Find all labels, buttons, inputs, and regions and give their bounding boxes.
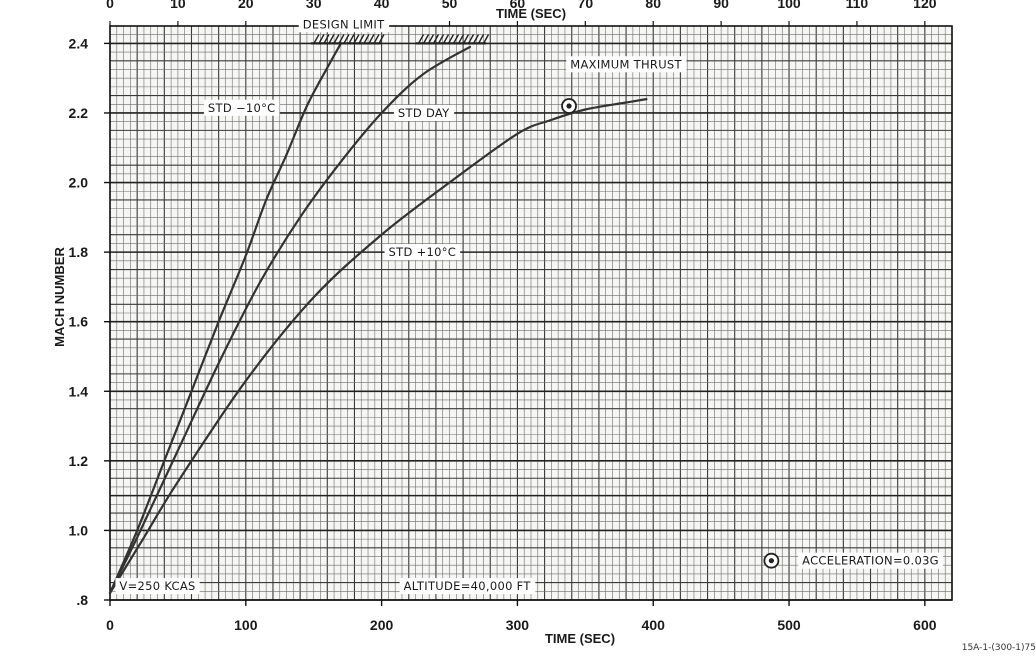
- x-tick-label-top: 60: [510, 0, 526, 11]
- design-limit-hatch: [313, 34, 320, 44]
- figure-id: 15A-1-(300-1)75: [962, 643, 1036, 653]
- x-tick-label-top: 20: [238, 0, 254, 11]
- design-limit-hatch: [363, 34, 370, 44]
- design-limit-hatch: [472, 34, 480, 44]
- design-limit-hatch: [457, 34, 465, 44]
- std-plus10-label-box: [384, 244, 461, 261]
- y-tick-label: 1.8: [69, 244, 89, 260]
- design-limit-hatch: [343, 34, 350, 44]
- design-limit-hatch: [442, 34, 450, 44]
- x-tick-label-bottom: 400: [642, 617, 666, 633]
- y-axis-title: MACH NUMBER: [52, 247, 67, 347]
- x-tick-label-top: 50: [442, 0, 458, 11]
- maximum-thrust-point-dot: [566, 103, 572, 109]
- design-limit-hatch: [467, 34, 475, 44]
- acceleration-label-text: ACCELERATION=0.03G: [802, 554, 939, 568]
- design-limit-label-box: [298, 16, 390, 33]
- design-limit-hatch: [373, 34, 380, 44]
- x-tick-label-bottom: 300: [506, 617, 530, 633]
- std-day-label-text: STD DAY: [398, 106, 450, 120]
- maximum-thrust-label: MAXIMUM THRUST: [566, 56, 687, 73]
- x-tick-label-bottom: 200: [370, 617, 394, 633]
- altitude-label-text: ALTITUDE=40,000 FT: [404, 579, 532, 593]
- maximum-thrust-label-box: [566, 56, 687, 73]
- design-limit-label: DESIGN LIMIT: [298, 16, 390, 33]
- design-limit-hatch: [323, 34, 330, 44]
- acceleration-label: ACCELERATION=0.03G: [798, 552, 943, 569]
- design-limit-hatch: [417, 34, 425, 44]
- design-limit-hatch: [318, 34, 325, 44]
- std-plus10-label-text: STD +10°C: [389, 245, 457, 259]
- series-line-std-10-c: [108, 42, 342, 595]
- x-tick-label-top: 100: [777, 0, 801, 11]
- altitude-label: ALTITUDE=40,000 FT: [399, 578, 536, 595]
- axes: [104, 21, 953, 606]
- design-limit-hatch: [422, 34, 430, 44]
- x-tick-label-top: 70: [578, 0, 594, 11]
- design-limit-hatch: [432, 34, 440, 44]
- design-limit-hatch: [447, 34, 455, 44]
- x-tick-label-bottom: 100: [234, 617, 258, 633]
- x-tick-label-bottom: 600: [913, 617, 937, 633]
- x-axis-title-bottom: TIME (SEC): [545, 631, 615, 646]
- x-tick-label-top: 120: [913, 0, 937, 11]
- text-layer: 0 100 200 300 400 500 600 0 10 20 30 40 50 60 70 80 90 10…: [69, 0, 943, 633]
- std-minus10-label-text: STD −10°C: [208, 101, 276, 115]
- x-tick-label-top: 30: [306, 0, 322, 11]
- x-tick-label-top: 10: [170, 0, 186, 11]
- design-limit-label-text: DESIGN LIMIT: [303, 17, 385, 31]
- y-tick-label: 1.2: [69, 453, 89, 469]
- design-limit-hatch: [368, 34, 375, 44]
- x-tick-label-bottom: 0: [106, 617, 114, 633]
- altitude-label-box: [399, 578, 536, 595]
- x-axis-title-top: TIME (SEC): [496, 6, 566, 21]
- design-limit-hatch: [353, 34, 360, 44]
- y-tick-label: 1.0: [69, 522, 89, 538]
- design-limit-hatch: [482, 34, 490, 44]
- maximum-thrust-label-text: MAXIMUM THRUST: [570, 57, 682, 71]
- y-tick-label: 2.4: [69, 35, 89, 51]
- y-tick-label: 1.6: [69, 314, 89, 330]
- y-tick-label: .8: [76, 592, 88, 608]
- speed-label-box: [115, 578, 200, 595]
- series-line-std-day: [108, 45, 471, 595]
- x-tick-label-bottom: 500: [777, 617, 801, 633]
- x-tick-label-top: 80: [645, 0, 661, 11]
- grid: [109, 25, 953, 601]
- std-day-label: STD DAY: [393, 104, 455, 121]
- speed-label: V=250 KCAS: [115, 578, 200, 595]
- x-tick-label-top: 110: [846, 0, 869, 11]
- design-limit-hatch: [462, 34, 470, 44]
- x-tick-label-top: 40: [374, 0, 390, 11]
- acceleration-label-box: [798, 552, 943, 569]
- acceleration-legend-marker-dot: [768, 558, 774, 564]
- design-limit-hatch: [452, 34, 460, 44]
- design-limit-hatch: [477, 34, 485, 44]
- std-minus10-label-box: [203, 99, 280, 116]
- design-limit-hatch: [427, 34, 435, 44]
- design-limit-hatch: [378, 34, 385, 44]
- design-limit-hatch: [348, 34, 355, 44]
- y-tick-label: 2.0: [69, 175, 89, 191]
- design-limit-hatch: [328, 34, 335, 44]
- speed-label-text: V=250 KCAS: [119, 579, 195, 593]
- x-tick-label-top: 0: [106, 0, 114, 11]
- std-minus10-label: STD −10°C: [203, 99, 280, 116]
- design-limit-hatch: [358, 34, 365, 44]
- std-plus10-label: STD +10°C: [384, 244, 461, 261]
- x-tick-label-top: 90: [713, 0, 729, 11]
- design-limit-hatch: [338, 34, 345, 44]
- std-day-label-box: [393, 104, 455, 121]
- series-layer: [108, 42, 648, 595]
- y-tick-label: 2.2: [69, 105, 89, 121]
- plot-frame: [109, 25, 953, 601]
- design-limit-hatch: [333, 34, 340, 44]
- series-line-std-10-c: [108, 98, 648, 595]
- marks-layer: [310, 34, 780, 569]
- design-limit-hatch: [437, 34, 445, 44]
- y-tick-label: 1.4: [69, 383, 89, 399]
